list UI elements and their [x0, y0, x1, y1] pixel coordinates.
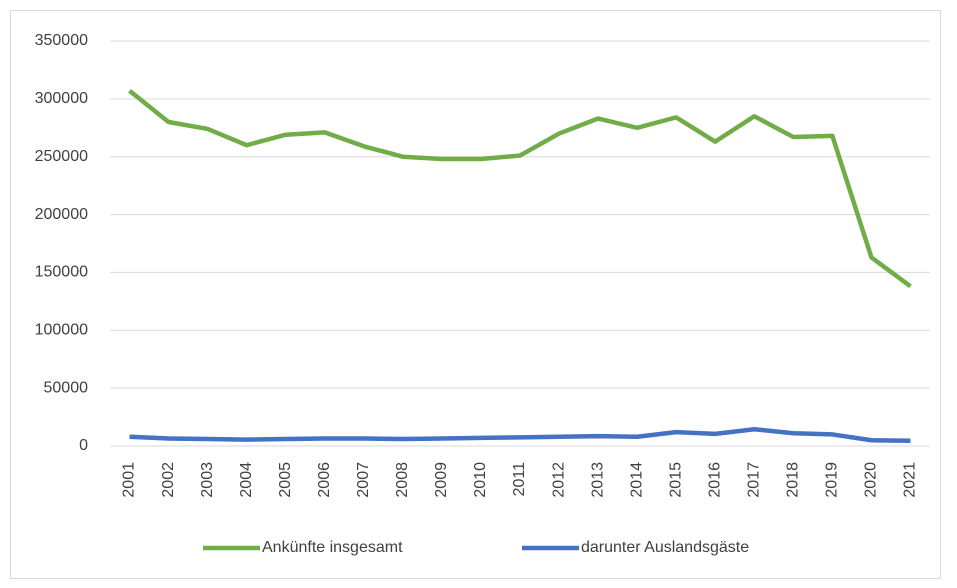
x-tick-label: 2013 [589, 462, 606, 498]
data-line [128, 89, 912, 289]
x-tick-label: 2006 [316, 462, 333, 498]
x-tick-label: 2008 [394, 462, 411, 498]
x-tick-label: 2002 [160, 462, 177, 498]
y-tick-label: 150000 [35, 264, 88, 281]
y-tick-label: 300000 [35, 90, 88, 107]
y-tick-label: 0 [79, 437, 88, 454]
x-tick-label: 2018 [785, 462, 802, 498]
x-tick-label: 2003 [199, 462, 216, 498]
x-tick-label: 2012 [550, 462, 567, 498]
x-tick-label: 2009 [433, 462, 450, 498]
x-tick-label: 2005 [277, 462, 294, 498]
data-line [129, 426, 911, 444]
x-tick-label: 2020 [863, 462, 880, 498]
y-tick-label: 200000 [35, 206, 88, 223]
x-tick-label: 2016 [706, 462, 723, 498]
x-tick-label: 2004 [238, 462, 255, 498]
y-tick-label: 350000 [35, 32, 88, 49]
legend-label: Ankünfte insgesamt [262, 539, 403, 556]
x-tick-label: 2019 [824, 462, 841, 498]
y-tick-label: 100000 [35, 322, 88, 339]
y-tick-label: 250000 [35, 148, 88, 165]
x-tick-label: 2017 [746, 462, 763, 498]
x-tick-label: 2015 [667, 462, 684, 498]
x-tick-label: 2010 [472, 462, 489, 498]
x-tick-label: 2007 [355, 462, 372, 498]
x-tick-label: 2021 [902, 462, 919, 498]
y-tick-label: 50000 [44, 379, 89, 396]
x-tick-label: 2001 [121, 462, 138, 498]
x-tick-label: 2011 [511, 462, 528, 497]
chart-border [10, 10, 941, 579]
x-tick-label: 2014 [628, 462, 645, 498]
legend-label: darunter Auslandsgäste [581, 539, 749, 556]
